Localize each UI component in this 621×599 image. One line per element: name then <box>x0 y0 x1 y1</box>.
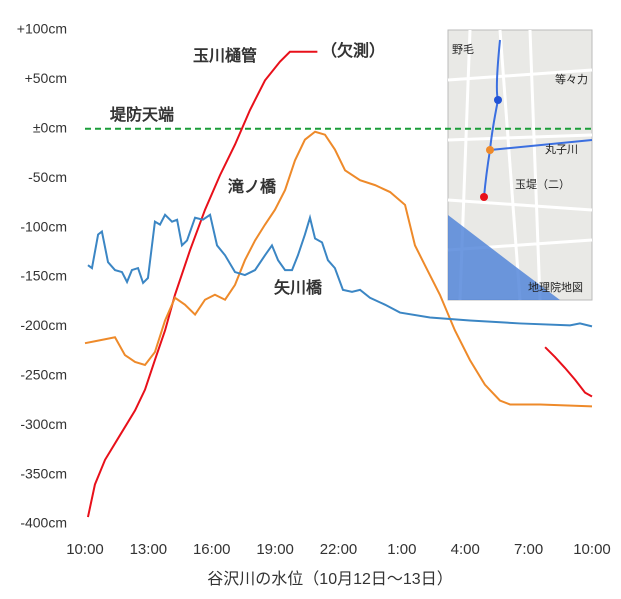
x-tick-label: 19:00 <box>256 541 294 558</box>
inset-map: 野毛 等々力 丸子川 玉堤（二） 地理院地図 <box>447 29 593 301</box>
y-tick-label: -150cm <box>20 268 67 284</box>
map-point <box>486 146 494 154</box>
y-tick-label: +50cm <box>25 70 67 86</box>
y-tick-label: ±0cm <box>33 120 67 136</box>
y-tick-label: -50cm <box>28 169 67 185</box>
map-label: 野毛 <box>452 43 474 56</box>
map-roads <box>447 29 593 301</box>
y-tick-label: -350cm <box>20 465 67 481</box>
legend-label: 矢川橋 <box>274 278 323 297</box>
x-tick-label: 4:00 <box>451 541 480 558</box>
x-tick-label: 13:00 <box>130 541 168 558</box>
map-river <box>448 215 560 300</box>
map-label: 丸子川 <box>545 143 578 156</box>
reference-label: 堤防天端 <box>110 105 174 124</box>
x-tick-label: 10:00 <box>573 541 611 558</box>
y-tick-label: +100cm <box>17 21 67 37</box>
x-tick-label: 16:00 <box>193 541 231 558</box>
y-tick-label: -100cm <box>20 218 67 234</box>
x-tick-label: 10:00 <box>66 541 104 558</box>
x-tick-label: 22:00 <box>320 541 358 558</box>
x-tick-label: 1:00 <box>387 541 416 558</box>
map-label: 等々力 <box>555 72 588 86</box>
series-line <box>84 130 593 408</box>
y-tick-label: -300cm <box>20 416 67 432</box>
missing-note: （欠測） <box>321 41 385 60</box>
y-tick-label: -200cm <box>20 317 67 333</box>
series-line <box>86 50 593 518</box>
series-line <box>87 213 593 328</box>
map-point <box>494 96 502 104</box>
x-tick-label: 7:00 <box>514 541 543 558</box>
legend-label: 玉川樋管 <box>193 46 257 65</box>
y-tick-label: -400cm <box>20 515 67 531</box>
map-point <box>480 193 488 201</box>
map-label: 玉堤（二） <box>515 178 570 191</box>
map-label: 地理院地図 <box>528 280 583 294</box>
map-stream <box>483 39 593 198</box>
legend-label: 滝ノ橋 <box>228 177 277 196</box>
y-tick-label: -250cm <box>20 367 67 383</box>
x-axis-title: 谷沢川の水位（10月12日～13日） <box>207 570 452 588</box>
